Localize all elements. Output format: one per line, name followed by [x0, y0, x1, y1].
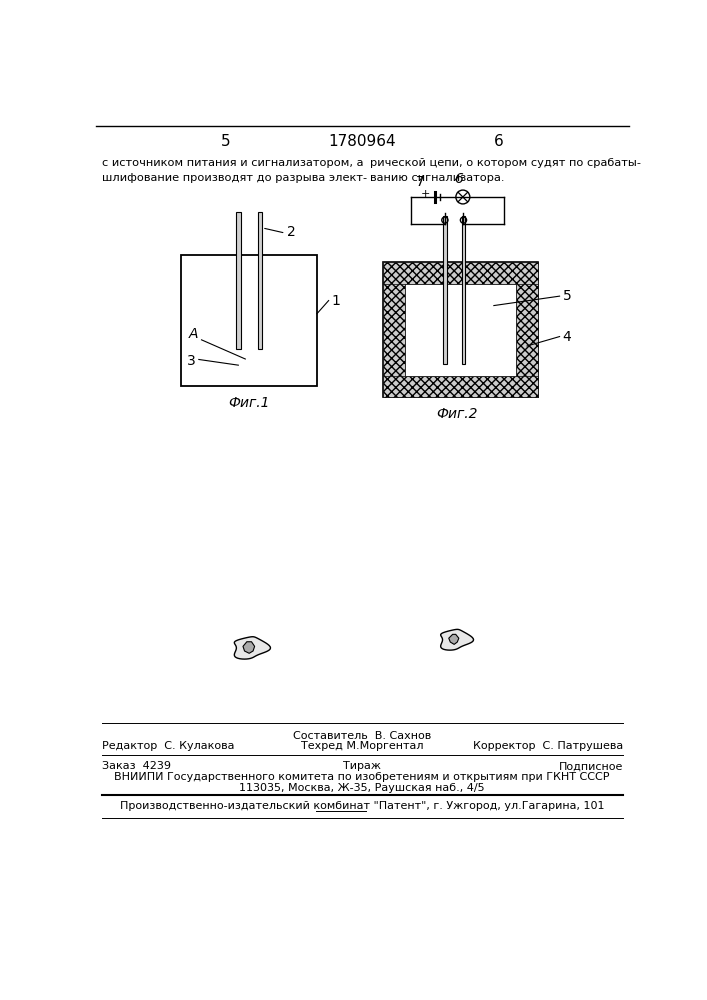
Bar	[383, 376, 538, 397]
Bar	[443, 216, 448, 364]
Text: с источником питания и сигнализатором, а
шлифование производят до разрыва элект-: с источником питания и сигнализатором, а…	[103, 158, 368, 183]
Text: 2: 2	[287, 225, 296, 239]
Text: Фиг.2: Фиг.2	[436, 407, 478, 421]
Text: 7: 7	[416, 175, 424, 189]
Bar	[383, 262, 404, 397]
Text: Фиг.1: Фиг.1	[228, 396, 270, 410]
Bar	[462, 216, 465, 364]
Polygon shape	[234, 637, 271, 659]
Bar	[383, 262, 538, 284]
Text: A: A	[189, 327, 199, 341]
Text: 5: 5	[563, 289, 571, 303]
Bar	[516, 262, 538, 397]
Text: Производственно-издательский комбинат "Патент", г. Ужгород, ул.Гагарина, 101: Производственно-издательский комбинат "П…	[119, 801, 604, 811]
Text: Техред М.Моргентал: Техред М.Моргентал	[300, 741, 423, 751]
Text: 1780964: 1780964	[328, 134, 396, 149]
Bar	[383, 262, 538, 397]
Bar	[404, 284, 516, 376]
Bar	[236, 212, 240, 349]
Polygon shape	[449, 634, 459, 644]
Text: Редактор  С. Кулакова: Редактор С. Кулакова	[103, 741, 235, 751]
Text: 5: 5	[221, 134, 230, 149]
Bar	[258, 212, 262, 349]
Text: рической цепи, о котором судят по срабаты-
ванию сигнализатора.: рической цепи, о котором судят по срабат…	[370, 158, 641, 183]
Text: 6: 6	[494, 134, 504, 149]
Text: Заказ  4239: Заказ 4239	[103, 761, 171, 771]
Polygon shape	[440, 629, 474, 650]
Bar	[182, 255, 317, 386]
Text: Подписное: Подписное	[559, 761, 623, 771]
Text: Составитель  В. Сахнов: Составитель В. Сахнов	[293, 731, 431, 741]
Polygon shape	[243, 642, 255, 653]
Text: +: +	[421, 189, 431, 199]
Text: Тираж: Тираж	[343, 761, 381, 771]
Text: 4: 4	[563, 330, 571, 344]
Text: Корректор  С. Патрушева: Корректор С. Патрушева	[473, 741, 623, 751]
Text: 113035, Москва, Ж-35, Раушская наб., 4/5: 113035, Москва, Ж-35, Раушская наб., 4/5	[239, 783, 485, 793]
Text: 3: 3	[187, 354, 195, 368]
Text: 1: 1	[331, 294, 340, 308]
Text: ВНИИПИ Государственного комитета по изобретениям и открытиям при ГКНТ СССР: ВНИИПИ Государственного комитета по изоб…	[115, 772, 609, 782]
Text: 6: 6	[455, 172, 463, 186]
